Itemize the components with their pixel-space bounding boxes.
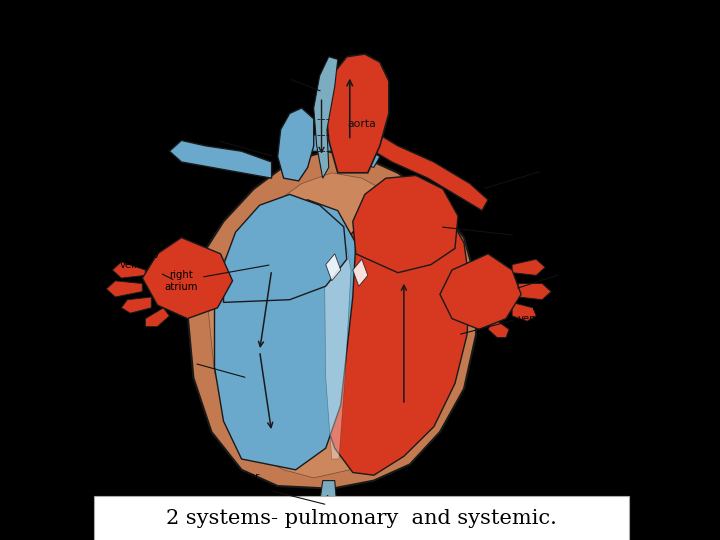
Text: pulmonary
arteries: pulmonary arteries (485, 151, 600, 188)
Polygon shape (325, 254, 341, 281)
Text: pulmonary
veins: pulmonary veins (107, 248, 173, 280)
Text: Human heart: Human heart (89, 8, 247, 30)
Polygon shape (353, 176, 458, 273)
Polygon shape (143, 238, 233, 319)
Polygon shape (325, 243, 351, 459)
Text: pulmonary
artery: pulmonary artery (161, 122, 272, 156)
Polygon shape (307, 135, 380, 167)
Text: left
ventricle: left ventricle (461, 302, 562, 334)
Polygon shape (215, 200, 356, 470)
Polygon shape (353, 259, 368, 286)
Polygon shape (278, 108, 314, 181)
Polygon shape (440, 254, 521, 329)
FancyBboxPatch shape (94, 496, 629, 540)
Text: right
atrium: right atrium (165, 265, 269, 292)
Text: inferior
vena cava: inferior vena cava (215, 472, 325, 504)
Text: aorta: aorta (348, 119, 376, 129)
Polygon shape (488, 319, 509, 338)
Polygon shape (121, 297, 151, 313)
Polygon shape (169, 140, 271, 178)
Polygon shape (209, 173, 455, 478)
Polygon shape (145, 308, 169, 327)
Polygon shape (112, 262, 145, 278)
Text: right
ventricle: right ventricle (148, 346, 245, 377)
Polygon shape (318, 481, 336, 521)
Polygon shape (374, 135, 488, 211)
Polygon shape (512, 302, 536, 321)
Text: 2 systems- pulmonary  and systemic.: 2 systems- pulmonary and systemic. (166, 509, 557, 528)
Polygon shape (223, 194, 347, 302)
Polygon shape (512, 259, 545, 275)
Polygon shape (187, 151, 476, 489)
Polygon shape (107, 281, 143, 297)
Polygon shape (314, 57, 338, 178)
Text: superior
vena cava: superior vena cava (233, 57, 320, 91)
Polygon shape (317, 194, 470, 475)
Text: pulmonary
veins: pulmonary veins (518, 254, 618, 288)
Polygon shape (325, 54, 389, 173)
Text: left
atrium: left atrium (443, 227, 552, 248)
Polygon shape (518, 284, 552, 300)
